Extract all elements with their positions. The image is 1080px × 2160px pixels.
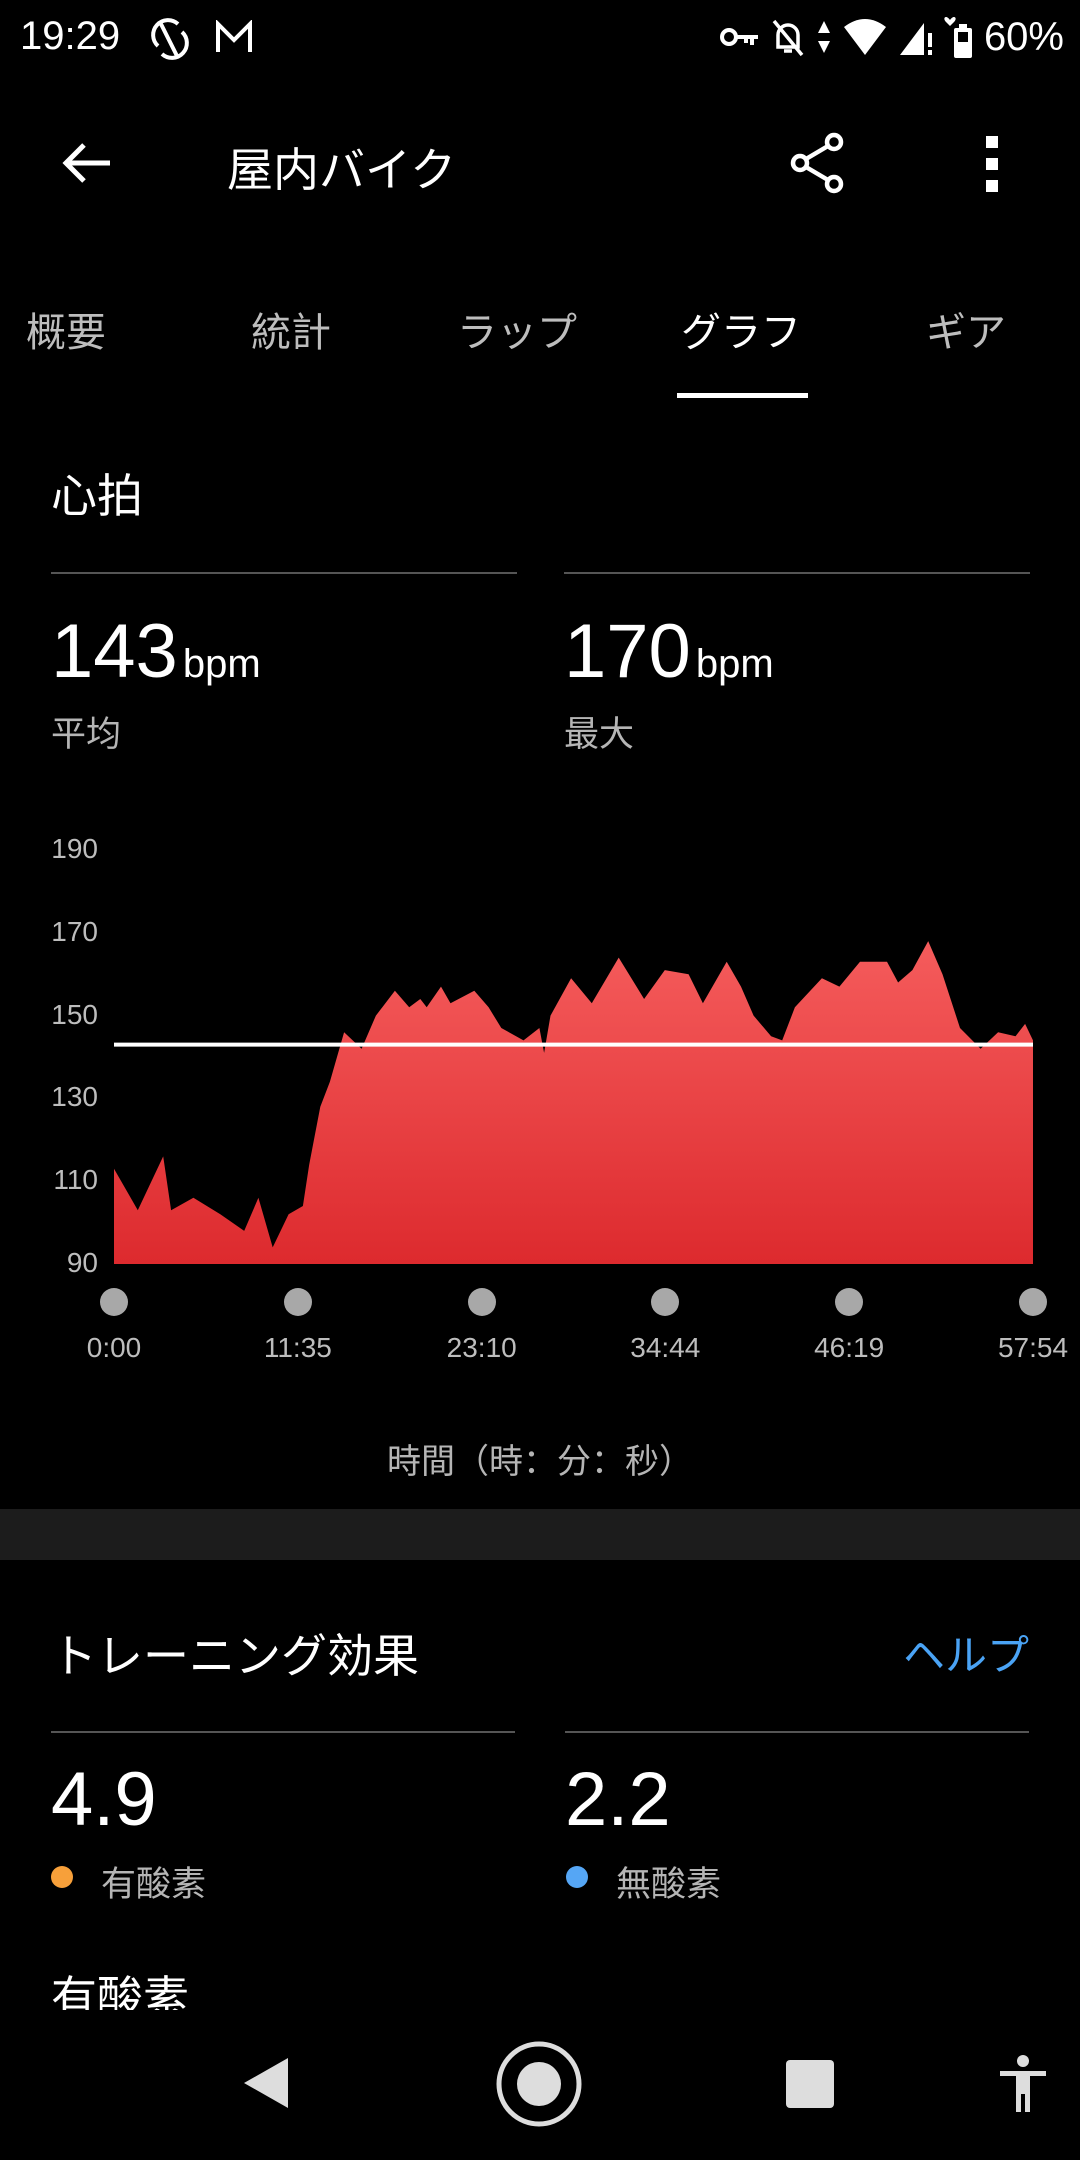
divider bbox=[51, 1731, 515, 1733]
tab-overview[interactable]: 概要 bbox=[26, 310, 106, 356]
share-icon[interactable] bbox=[788, 132, 848, 194]
anaerobic-label: 無酸素 bbox=[616, 1865, 722, 1905]
battery-icon bbox=[943, 14, 972, 58]
x-tick-dot bbox=[467, 1288, 496, 1316]
aerobic-label: 有酸素 bbox=[101, 1865, 207, 1905]
data-arrows-icon bbox=[817, 21, 830, 53]
avg-hr: 143 bpm bbox=[51, 608, 261, 695]
x-tick-label: 46:19 bbox=[814, 1332, 885, 1363]
status-icons: 60% bbox=[719, 14, 1064, 60]
x-tick-dot bbox=[651, 1288, 680, 1316]
navigation-bar bbox=[0, 2010, 1080, 2160]
signal-icon bbox=[899, 23, 932, 55]
training-effect-title: トレーニング効果 bbox=[51, 1629, 419, 1683]
wifi-icon bbox=[843, 19, 886, 55]
avg-hr-value: 143 bbox=[51, 609, 178, 694]
x-tick-label: 11:35 bbox=[263, 1332, 332, 1363]
heart-rate-chart bbox=[114, 941, 1033, 1264]
status-time: 19:29 bbox=[20, 14, 121, 58]
recents-square-icon[interactable] bbox=[786, 2060, 834, 2108]
more-vertical-icon[interactable] bbox=[984, 134, 1000, 194]
anaerobic-dot-icon bbox=[566, 1866, 588, 1888]
battery-percent: 60% bbox=[983, 14, 1064, 59]
page-title: 屋内バイク bbox=[227, 143, 457, 197]
gmail-icon bbox=[216, 20, 252, 52]
sync-off-icon bbox=[151, 18, 189, 60]
tab-gear[interactable]: ギア bbox=[926, 310, 1006, 356]
max-hr-value: 170 bbox=[564, 609, 691, 694]
x-tick-dot bbox=[835, 1288, 864, 1316]
bell-off-icon bbox=[772, 19, 804, 57]
vpn-key-icon bbox=[719, 28, 758, 46]
max-hr-label: 最大 bbox=[564, 715, 635, 755]
max-hr-unit: bpm bbox=[695, 642, 774, 686]
x-tick-dot bbox=[100, 1288, 128, 1316]
tab-laps[interactable]: ラップ bbox=[457, 310, 577, 356]
y-tick-label: 190 bbox=[51, 833, 98, 864]
back-triangle-icon[interactable] bbox=[242, 2056, 290, 2110]
x-tick-label: 0:00 bbox=[86, 1332, 142, 1363]
avg-hr-label: 平均 bbox=[51, 715, 122, 755]
accessibility-icon[interactable] bbox=[998, 2054, 1048, 2114]
y-tick-label: 130 bbox=[51, 1081, 98, 1113]
anaerobic-value: 2.2 bbox=[565, 1757, 671, 1842]
x-tick-label: 57:54 bbox=[997, 1332, 1069, 1363]
max-hr: 170 bpm bbox=[564, 608, 774, 695]
x-tick-label: 23:10 bbox=[446, 1332, 517, 1363]
y-tick-label: 90 bbox=[66, 1247, 98, 1278]
x-axis-title: 時間（時：分：秒） bbox=[387, 1442, 693, 1482]
aerobic-dot-icon bbox=[51, 1866, 73, 1888]
section-separator bbox=[0, 1509, 1080, 1560]
status-bar: 19:29 60% bbox=[0, 0, 1080, 80]
heart-rate-title: 心拍 bbox=[51, 469, 143, 523]
avg-hr-unit: bpm bbox=[182, 642, 261, 686]
aerobic-value: 4.9 bbox=[51, 1757, 157, 1842]
home-circle-icon[interactable] bbox=[495, 2040, 583, 2128]
y-tick-label: 170 bbox=[51, 915, 98, 947]
x-tick-dot bbox=[283, 1288, 312, 1316]
tab-graph[interactable]: グラフ bbox=[681, 310, 801, 356]
divider bbox=[564, 572, 1030, 574]
y-tick-label: 110 bbox=[53, 1164, 98, 1196]
arrow-left-icon[interactable] bbox=[60, 140, 114, 186]
tab-stats[interactable]: 統計 bbox=[251, 310, 331, 356]
help-link[interactable]: ヘルプ bbox=[902, 1631, 1029, 1680]
heart-rate-area bbox=[114, 941, 1033, 1264]
active-tab-indicator bbox=[677, 393, 808, 398]
x-tick-dot bbox=[1019, 1288, 1047, 1316]
y-tick-label: 150 bbox=[51, 998, 98, 1030]
x-tick-label: 34:44 bbox=[630, 1332, 701, 1363]
divider bbox=[565, 1731, 1029, 1733]
divider bbox=[51, 572, 517, 574]
